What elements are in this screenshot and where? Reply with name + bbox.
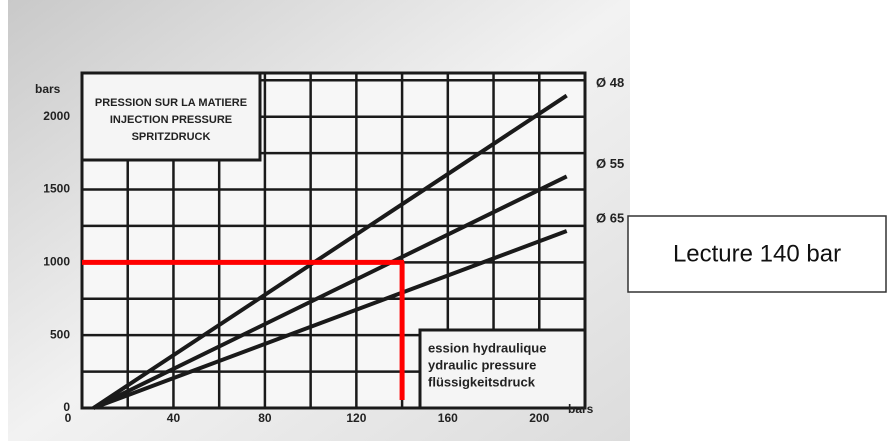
x-tick-label: 40 [167,411,181,425]
x-axis-label: ession hydraulique [428,340,546,355]
y-tick-label: 2000 [43,109,70,123]
x-tick-label: 200 [529,411,549,425]
x-tick-label: 120 [346,411,366,425]
y-tick-label: 500 [50,327,70,341]
chart-title: PRESSION SUR LA MATIERE [95,97,247,109]
x-axis-label: ydraulic pressure [428,357,536,372]
chart-title: INJECTION PRESSURE [110,114,232,126]
x-tick-label: 80 [258,411,272,425]
legend-label: Ø 48 [596,75,624,90]
y-unit: bars [35,82,61,96]
x-axis-label: flüssigkeitsdruck [428,374,536,389]
chart: 050010001500200004080120160200Ø 48Ø 55Ø … [0,0,887,441]
legend-label: Ø 65 [596,210,624,225]
legend-label: Ø 55 [596,156,624,171]
chart-title: SPRITZDRUCK [132,131,211,143]
x-tick-label: 160 [438,411,458,425]
x-tick-label: 0 [65,411,72,425]
annotation: Lecture 140 bar [673,240,841,267]
y-tick-label: 1500 [43,182,70,196]
y-tick-label: 1000 [43,255,70,269]
x-unit: bars [568,402,594,416]
